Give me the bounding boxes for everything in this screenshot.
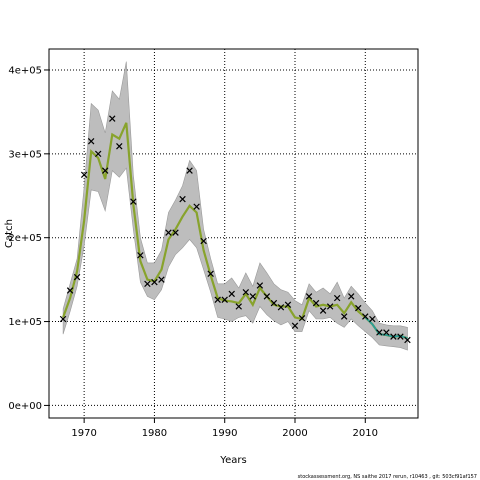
observed-point bbox=[172, 229, 179, 236]
observed-point bbox=[207, 270, 214, 277]
grid-lines bbox=[49, 49, 418, 418]
observed-point bbox=[404, 336, 411, 344]
observed-point bbox=[333, 294, 341, 302]
observed-point bbox=[256, 282, 264, 289]
observed-point bbox=[116, 143, 123, 150]
observed-point bbox=[355, 304, 362, 312]
x-tick-label: 1970 bbox=[71, 428, 96, 439]
x-tick-label: 2000 bbox=[282, 428, 307, 439]
observed-point bbox=[109, 115, 116, 122]
observed-point bbox=[66, 287, 74, 294]
observed-point bbox=[130, 198, 137, 205]
observed-point bbox=[214, 296, 221, 303]
observed-point bbox=[235, 303, 242, 310]
observed-point bbox=[326, 303, 334, 310]
observed-point bbox=[165, 229, 172, 236]
observed-point bbox=[383, 329, 390, 336]
observed-point bbox=[263, 293, 271, 300]
y-tick-label: 3e+05 bbox=[8, 149, 42, 160]
observed-point bbox=[94, 150, 102, 158]
observed-point bbox=[277, 304, 285, 311]
observed-point bbox=[369, 315, 376, 323]
observed-point bbox=[270, 299, 278, 307]
observed-point bbox=[397, 333, 404, 340]
y-axis-label: Catch bbox=[4, 219, 15, 248]
observed-points bbox=[59, 115, 411, 344]
observed-point bbox=[362, 313, 369, 320]
observed-point bbox=[228, 290, 235, 298]
observed-point bbox=[305, 293, 313, 300]
observed-point bbox=[186, 167, 193, 174]
observed-point bbox=[221, 296, 228, 303]
footer-credit: stockassessment.org, NS saithe 2017 reru… bbox=[297, 474, 477, 480]
observed-point bbox=[151, 278, 158, 286]
observed-point bbox=[59, 315, 67, 323]
observed-point bbox=[137, 252, 144, 259]
observed-point bbox=[179, 195, 186, 203]
y-tick-label: 0e+00 bbox=[8, 401, 42, 412]
observed-point bbox=[80, 171, 88, 179]
y-axis: 0e+00 1e+05 2e+05 3e+05 4e+05 bbox=[8, 65, 49, 412]
observed-point bbox=[291, 322, 299, 329]
observed-point bbox=[319, 307, 327, 314]
observed-point bbox=[340, 313, 348, 320]
y-tick-label: 4e+05 bbox=[8, 65, 42, 76]
observed-point bbox=[144, 280, 151, 288]
observed-point bbox=[312, 299, 320, 307]
observed-point bbox=[249, 293, 257, 300]
x-tick-label: 1980 bbox=[142, 428, 167, 439]
observed-point bbox=[390, 333, 397, 340]
estimate-line bbox=[62, 122, 408, 340]
observed-point bbox=[200, 237, 207, 245]
x-tick-label: 1990 bbox=[212, 428, 237, 439]
confidence-band bbox=[62, 61, 408, 351]
plot-frame bbox=[48, 48, 419, 419]
observed-point bbox=[158, 276, 165, 283]
observed-point bbox=[298, 314, 306, 322]
observed-point bbox=[102, 167, 109, 174]
observed-point bbox=[242, 288, 250, 296]
observed-point bbox=[73, 273, 81, 281]
observed-point bbox=[376, 329, 383, 336]
observed-point bbox=[87, 138, 95, 145]
observed-point bbox=[348, 293, 355, 300]
y-tick-label: 1e+05 bbox=[8, 317, 42, 328]
observed-point bbox=[193, 203, 200, 210]
y-tick-label: 2e+05 bbox=[8, 233, 42, 244]
x-tick-label: 2010 bbox=[353, 428, 378, 439]
x-axis: 1970 1980 1990 2000 2010 bbox=[71, 418, 378, 439]
observed-point bbox=[284, 301, 292, 309]
x-axis-label: Years bbox=[219, 455, 246, 466]
